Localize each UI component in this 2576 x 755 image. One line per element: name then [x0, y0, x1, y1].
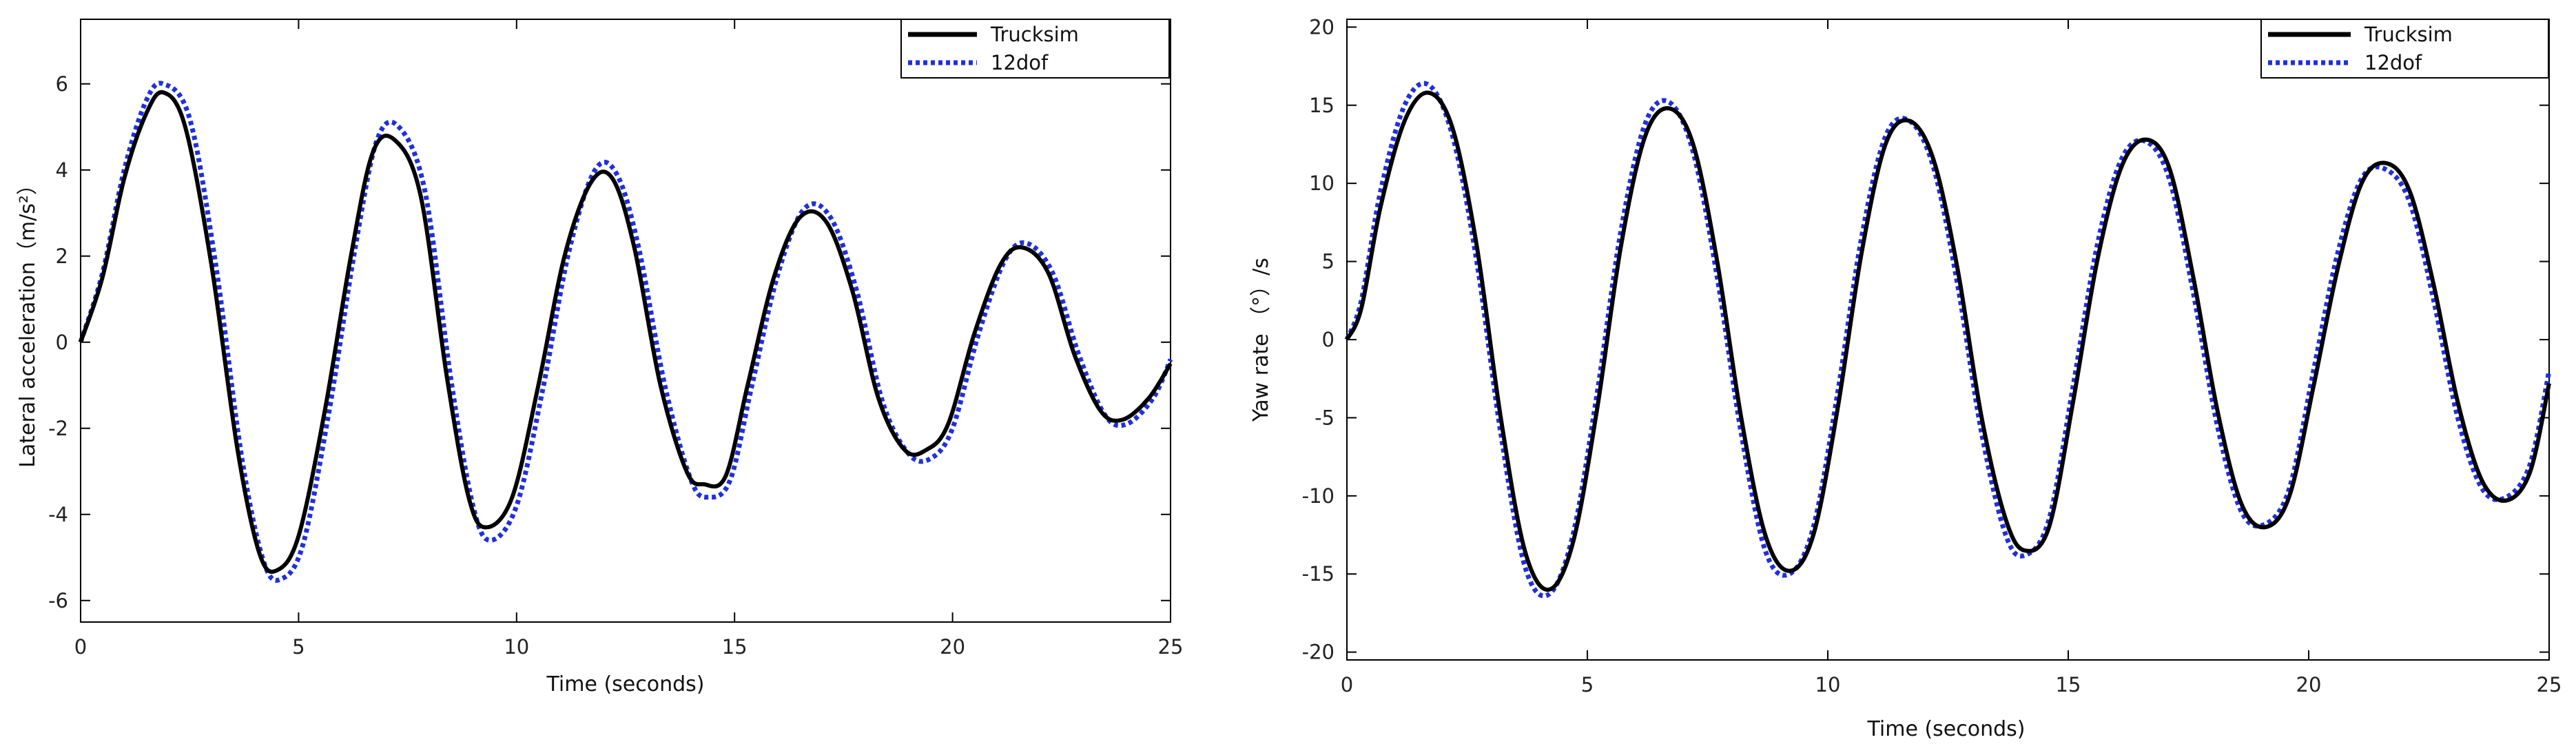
lateral-acceleration-chart: 0 5 10 15 20 25 -6 -4 -2 0 2 4 6 Time (seconds) Lat… [16, 19, 1183, 696]
plot-area-frame [1346, 19, 2550, 661]
y-tick-label: -15 [1302, 562, 1335, 586]
y-tick-label: -20 [1302, 641, 1335, 664]
y-tick-label: -6 [48, 589, 68, 612]
legend-box [2260, 19, 2549, 79]
y-axis-ticks: -20 -15 -10 -5 0 5 10 15 20 [1302, 15, 2549, 664]
y-tick-label: -5 [1315, 406, 1335, 429]
y-tick-label: -2 [48, 417, 68, 440]
y-tick-label: 4 [56, 158, 68, 182]
y-tick-label: 2 [56, 245, 68, 268]
x-axis-label: Time (seconds) [1867, 717, 2026, 741]
legend-label-12dof: 12dof [991, 51, 1049, 74]
y-tick-label: 15 [1309, 94, 1335, 117]
x-tick-label: 5 [292, 635, 305, 659]
x-tick-label: 5 [1581, 673, 1594, 696]
x-tick-label: 0 [1341, 673, 1353, 696]
legend-box [900, 19, 1170, 79]
legend-label-trucksim: Trucksim [2364, 23, 2453, 46]
x-tick-label: 20 [2296, 673, 2322, 696]
series-line-12dof [78, 81, 1173, 583]
legend: Trucksim 12dof [900, 19, 1170, 79]
series-line-trucksim [79, 90, 1173, 574]
x-tick-label: 10 [1815, 673, 1841, 696]
legend: Trucksim 12dof [2260, 19, 2549, 79]
y-tick-label: -4 [48, 503, 68, 526]
y-axis-ticks: -6 -4 -2 0 2 4 6 [48, 72, 1171, 612]
y-tick-label: 0 [56, 331, 68, 354]
x-axis-label: Time (seconds) [546, 672, 705, 696]
y-tick-label: 6 [56, 72, 68, 96]
x-tick-label: 10 [504, 635, 529, 659]
legend-label-trucksim: Trucksim [990, 23, 1079, 46]
x-tick-label: 25 [2537, 673, 2562, 696]
x-tick-label: 15 [2056, 673, 2081, 696]
legend-label-12dof: 12dof [2364, 51, 2422, 74]
series-line-12dof [1344, 81, 2552, 599]
y-tick-label: 20 [1309, 15, 1335, 39]
plot-area-frame [80, 19, 1171, 623]
y-tick-label: 0 [1322, 328, 1335, 351]
x-tick-label: 20 [940, 635, 965, 659]
x-axis-ticks: 0 5 10 15 20 25 [1341, 19, 2562, 696]
series-lines [78, 81, 1173, 583]
y-axis-label: Lateral acceleration（m/s²） [16, 174, 40, 468]
yaw-rate-chart: 0 5 10 15 20 25 -20 -15 -10 -5 0 5 10 15 20 Time (sec… [1249, 15, 2562, 741]
y-tick-label: 10 [1309, 172, 1335, 195]
y-tick-label: 5 [1322, 250, 1335, 273]
y-axis-label: Yaw rate （°）/s [1249, 258, 1273, 422]
x-tick-label: 25 [1158, 635, 1184, 659]
x-tick-label: 15 [722, 635, 748, 659]
y-tick-label: -10 [1302, 484, 1335, 508]
x-tick-label: 0 [74, 635, 87, 659]
x-axis-ticks: 0 5 10 15 20 25 [74, 19, 1184, 659]
series-line-trucksim [1345, 90, 2551, 592]
series-lines [1344, 81, 2552, 599]
